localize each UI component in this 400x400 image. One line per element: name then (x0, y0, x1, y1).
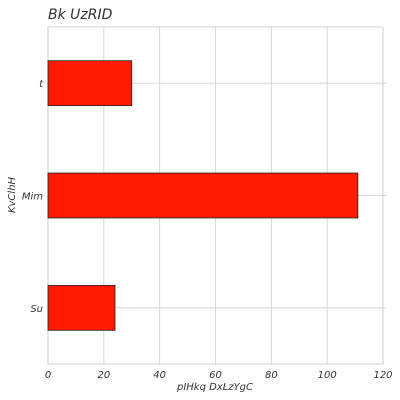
chart-title: Bk UzRID (48, 7, 113, 23)
bar-mim (47, 172, 359, 219)
y-tick-label: t (39, 79, 44, 90)
x-tick-label: 80 (265, 370, 278, 381)
y-tick-label: Su (30, 304, 43, 315)
bars (47, 60, 359, 331)
x-tick-label: 0 (45, 370, 51, 381)
x-tick-label: 100 (318, 370, 337, 381)
x-tick-label: 40 (153, 370, 166, 381)
x-tick-label: 60 (209, 370, 222, 381)
x-axis-label: pIHkq DxLzYgC (176, 382, 253, 393)
y-axis-ticks: Su Mim t (22, 79, 44, 315)
x-tick-label: 120 (373, 370, 392, 381)
y-axis-label: KvClhH (7, 176, 18, 213)
x-tick-label: 20 (97, 370, 110, 381)
x-axis-ticks: 0 20 40 60 80 100 120 (45, 370, 393, 381)
bar-t (47, 60, 133, 107)
bar-su (47, 284, 116, 331)
y-tick-label: Mim (22, 192, 43, 203)
